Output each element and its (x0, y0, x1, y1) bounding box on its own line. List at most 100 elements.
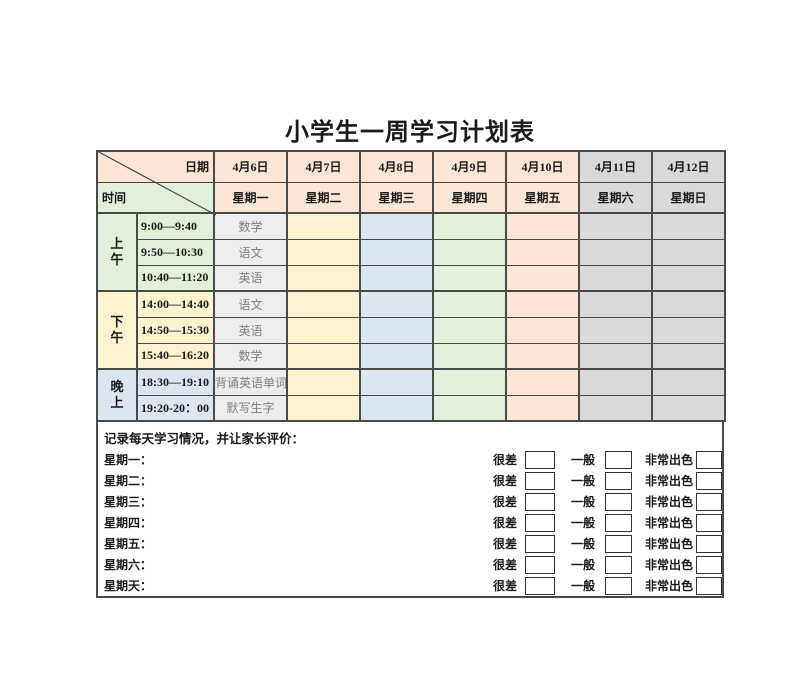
empty-plan-cell (286, 316, 362, 344)
evaluation-day-label: 星期二： (104, 474, 153, 488)
evaluation-row: 星期三： 很差 一般 非常出色 (98, 491, 722, 512)
empty-plan-cell (359, 290, 435, 318)
evaluation-rows: 星期一： 很差 一般 非常出色 星期二： 很差 一般 非常出色 星期三： 很差 一般 非常出色 星期四：… (98, 449, 722, 596)
day-header-cell: 星期三 (359, 181, 435, 214)
rating-option-label: 一般 (570, 579, 595, 593)
empty-plan-cell (432, 212, 508, 240)
rating-checkbox[interactable] (604, 450, 632, 469)
empty-plan-cell (651, 394, 727, 422)
rating-option-label: 一般 (570, 537, 595, 551)
day-header-cell: 星期六 (578, 181, 654, 214)
rating-checkbox[interactable] (696, 471, 722, 490)
rating-option-label: 非常出色 (644, 474, 693, 488)
rating-checkbox[interactable] (524, 576, 555, 595)
rating-checkbox[interactable] (604, 492, 632, 511)
subject-cell: 语文 (213, 290, 289, 318)
empty-plan-cell (359, 368, 435, 396)
subject-cell: 英语 (213, 264, 289, 292)
rating-option-label: 一般 (570, 516, 595, 530)
empty-plan-cell (286, 342, 362, 370)
empty-plan-cell (578, 264, 654, 292)
rating-option-label: 一般 (570, 453, 595, 467)
rating-checkbox[interactable] (524, 513, 555, 532)
evaluation-row: 星期天： 很差 一般 非常出色 (98, 575, 722, 596)
rating-checkbox[interactable] (524, 471, 555, 490)
rating-checkbox[interactable] (604, 534, 632, 553)
day-header-cell: 星期一 (213, 181, 289, 214)
empty-plan-cell (286, 290, 362, 318)
empty-plan-cell (359, 264, 435, 292)
rating-checkbox[interactable] (524, 555, 555, 574)
rating-checkbox[interactable] (604, 576, 632, 595)
evaluation-heading: 记录每天学习情况，并让家长评价： (104, 432, 305, 446)
evaluation-section: 记录每天学习情况，并让家长评价： 星期一： 很差 一般 非常出色 星期二： 很差 一般 非常出… (96, 422, 724, 598)
rating-checkbox[interactable] (524, 534, 555, 553)
date-header-cell: 4月9日 (432, 150, 508, 183)
empty-plan-cell (505, 264, 581, 292)
empty-plan-cell (432, 290, 508, 318)
period-cell: 晚上 (96, 368, 138, 422)
rating-checkbox[interactable] (696, 576, 722, 595)
empty-plan-cell (578, 212, 654, 240)
empty-plan-cell (505, 342, 581, 370)
empty-plan-cell (432, 342, 508, 370)
empty-plan-cell (359, 316, 435, 344)
corner-time-label: 时间 (95, 181, 216, 214)
empty-plan-cell (432, 238, 508, 266)
evaluation-day-label: 星期一： (104, 453, 153, 467)
empty-plan-cell (505, 238, 581, 266)
time-slot-cell: 10:40—11:20 (135, 264, 216, 292)
rating-checkbox[interactable] (696, 492, 722, 511)
day-header-cell: 星期四 (432, 181, 508, 214)
schedule-row: 下午 14:00—14:40 语文 (96, 290, 727, 370)
evaluation-day-label: 星期四： (104, 516, 153, 530)
empty-plan-cell (359, 212, 435, 240)
empty-plan-cell (432, 368, 508, 396)
empty-plan-cell (505, 394, 581, 422)
subject-cell: 数学 (213, 212, 289, 240)
schedule-body: 上午 9:00—9:40 数学 9:50—10:30 语文 10:40—11:20 英语 下午… (96, 212, 727, 422)
subject-cell: 英语 (213, 316, 289, 344)
empty-plan-cell (651, 342, 727, 370)
empty-plan-cell (286, 264, 362, 292)
empty-plan-cell (578, 238, 654, 266)
subject-cell: 语文 (213, 238, 289, 266)
date-header-cell: 4月11日 (578, 150, 654, 183)
rating-checkbox[interactable] (604, 555, 632, 574)
subject-cell: 默写生字 (213, 394, 289, 422)
rating-option-label: 非常出色 (644, 579, 693, 593)
rating-checkbox[interactable] (604, 471, 632, 490)
rating-option-label: 很差 (492, 495, 517, 509)
subject-cell: 背诵英语单词 (213, 368, 289, 396)
empty-plan-cell (359, 394, 435, 422)
schedule-row: 14:50—15:30 英语 (97, 316, 727, 344)
rating-checkbox[interactable] (696, 534, 722, 553)
schedule-sheet: 日期 4月6日 4月7日 4月8日 4月9日 4月10日 4月11日 4月12日 时间 星期一 星期… (95, 150, 727, 598)
corner-date-label: 日期 (95, 150, 216, 183)
rating-option-label: 一般 (570, 495, 595, 509)
day-header-cell: 星期五 (505, 181, 581, 214)
empty-plan-cell (359, 342, 435, 370)
rating-option-label: 非常出色 (644, 495, 693, 509)
rating-checkbox[interactable] (604, 513, 632, 532)
rating-checkbox[interactable] (524, 492, 555, 511)
schedule-header: 日期 4月6日 4月7日 4月8日 4月9日 4月10日 4月11日 4月12日 时间 星期一 星期… (95, 150, 727, 214)
empty-plan-cell (505, 290, 581, 318)
rating-option-label: 很差 (492, 558, 517, 572)
rating-checkbox[interactable] (524, 450, 555, 469)
empty-plan-cell (286, 368, 362, 396)
evaluation-day-label: 星期天： (104, 579, 153, 593)
time-slot-cell: 18:30—19:10 (135, 368, 216, 396)
rating-checkbox[interactable] (696, 555, 722, 574)
empty-plan-cell (286, 212, 362, 240)
rating-checkbox[interactable] (696, 450, 722, 469)
empty-plan-cell (578, 368, 654, 396)
empty-plan-cell (578, 316, 654, 344)
empty-plan-cell (432, 394, 508, 422)
rating-checkbox[interactable] (696, 513, 722, 532)
date-header-cell: 4月12日 (651, 150, 727, 183)
evaluation-row: 星期六： 很差 一般 非常出色 (98, 554, 722, 575)
period-cell: 上午 (96, 212, 138, 292)
date-header-cell: 4月7日 (286, 150, 362, 183)
empty-plan-cell (505, 316, 581, 344)
